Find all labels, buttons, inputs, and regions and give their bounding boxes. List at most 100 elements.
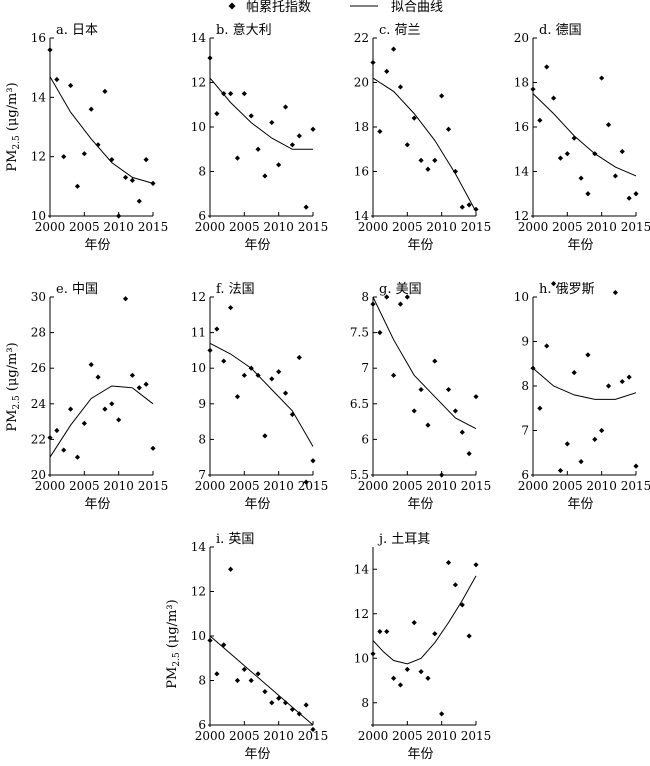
data-point (61, 447, 67, 453)
y-tick-label: 10 (191, 361, 206, 375)
x-tick-label: 2010 (103, 220, 134, 234)
data-point (303, 702, 309, 708)
data-point (207, 637, 213, 644)
x-tick-label: 2015 (621, 220, 650, 234)
data-point (234, 155, 241, 161)
y-tick-label: 22 (354, 31, 369, 45)
data-point (418, 386, 424, 393)
y-tick-label: 6 (198, 209, 206, 223)
x-tick-label: 2015 (138, 479, 169, 493)
x-tick-label: 2000 (358, 479, 389, 493)
data-point (571, 135, 577, 141)
legend-line-label: 拟合曲线 (391, 0, 443, 15)
y-tick-label: 6 (521, 468, 529, 482)
y-tick-label: 14 (514, 165, 530, 179)
y-tick-label: 10 (31, 209, 46, 223)
data-point (445, 126, 452, 132)
panel-title: g. 美国 (379, 282, 422, 297)
data-point (626, 374, 632, 380)
data-point (143, 157, 149, 163)
y-tick-label: 18 (354, 120, 369, 134)
data-point (391, 372, 397, 378)
y-tick-label: 6 (198, 718, 206, 732)
data-point (619, 378, 625, 385)
data-point (214, 326, 220, 332)
x-tick-label: 2010 (263, 220, 294, 234)
data-point (370, 59, 376, 66)
y-tick-label: 9 (521, 335, 529, 349)
y-tick-label: 10 (354, 651, 369, 665)
data-point (282, 390, 289, 396)
data-point (109, 157, 115, 163)
data-point (578, 459, 584, 465)
data-point (276, 369, 282, 375)
data-point (473, 206, 479, 212)
x-tick-label: 2010 (426, 479, 457, 493)
data-point (384, 294, 390, 300)
data-point (599, 427, 605, 434)
data-point (221, 358, 227, 364)
data-point (537, 405, 543, 411)
y-axis-label-main: PM (5, 150, 20, 172)
data-point (269, 376, 275, 382)
data-point (262, 689, 268, 695)
data-point (418, 669, 424, 675)
data-point (592, 151, 598, 157)
data-point (626, 195, 632, 201)
y-tick-label: 16 (354, 165, 369, 179)
x-tick-label: 2015 (298, 729, 329, 743)
y-tick-label: 7.5 (350, 326, 369, 340)
data-point (384, 628, 390, 635)
data-point (585, 352, 591, 358)
data-point (282, 104, 289, 110)
data-point (207, 55, 213, 61)
data-point (605, 122, 612, 128)
x-axis-label: 年份 (244, 747, 270, 762)
y-tick-label: 5.5 (350, 468, 369, 482)
data-point (248, 365, 254, 371)
y-tick-label: 12 (191, 585, 206, 599)
data-point (459, 602, 465, 608)
data-point (564, 151, 570, 157)
x-tick-label: 2000 (35, 220, 66, 234)
data-point (425, 166, 431, 172)
y-tick-label: 7 (521, 424, 529, 438)
fit-curve (532, 93, 637, 177)
y-axis-label-main: PM (5, 410, 20, 432)
data-point (214, 671, 220, 677)
data-point (289, 706, 295, 713)
x-axis-label: 年份 (407, 497, 433, 512)
data-point (397, 84, 404, 90)
x-tick-label: 2000 (518, 220, 549, 234)
data-point (95, 142, 101, 148)
x-tick-label: 2015 (298, 220, 329, 234)
fit-curve (49, 385, 154, 458)
data-point (296, 133, 302, 139)
y-axis-label: PM2.5 (μg/m³) (165, 599, 182, 688)
data-point (605, 383, 612, 389)
y-tick-label: 8 (361, 290, 369, 304)
x-tick-label: 2010 (263, 479, 294, 493)
y-tick-label: 14 (354, 209, 370, 223)
data-point (578, 175, 584, 181)
data-point (425, 675, 431, 681)
data-point (377, 128, 383, 135)
legend: 帕累托指数 拟合曲线 (228, 0, 443, 15)
x-tick-label: 2010 (426, 729, 457, 743)
x-tick-label: 2000 (518, 479, 549, 493)
y-axis-label-subscript: 2.5 (172, 652, 182, 667)
fit-curve (372, 575, 477, 665)
data-point (234, 394, 241, 400)
y-tick-label: 12 (354, 607, 369, 621)
x-axis-label: 年份 (244, 238, 270, 253)
data-point (289, 142, 295, 148)
data-point (136, 198, 142, 204)
data-point (439, 711, 445, 717)
data-point (445, 386, 452, 393)
x-tick-label: 2000 (195, 729, 226, 743)
